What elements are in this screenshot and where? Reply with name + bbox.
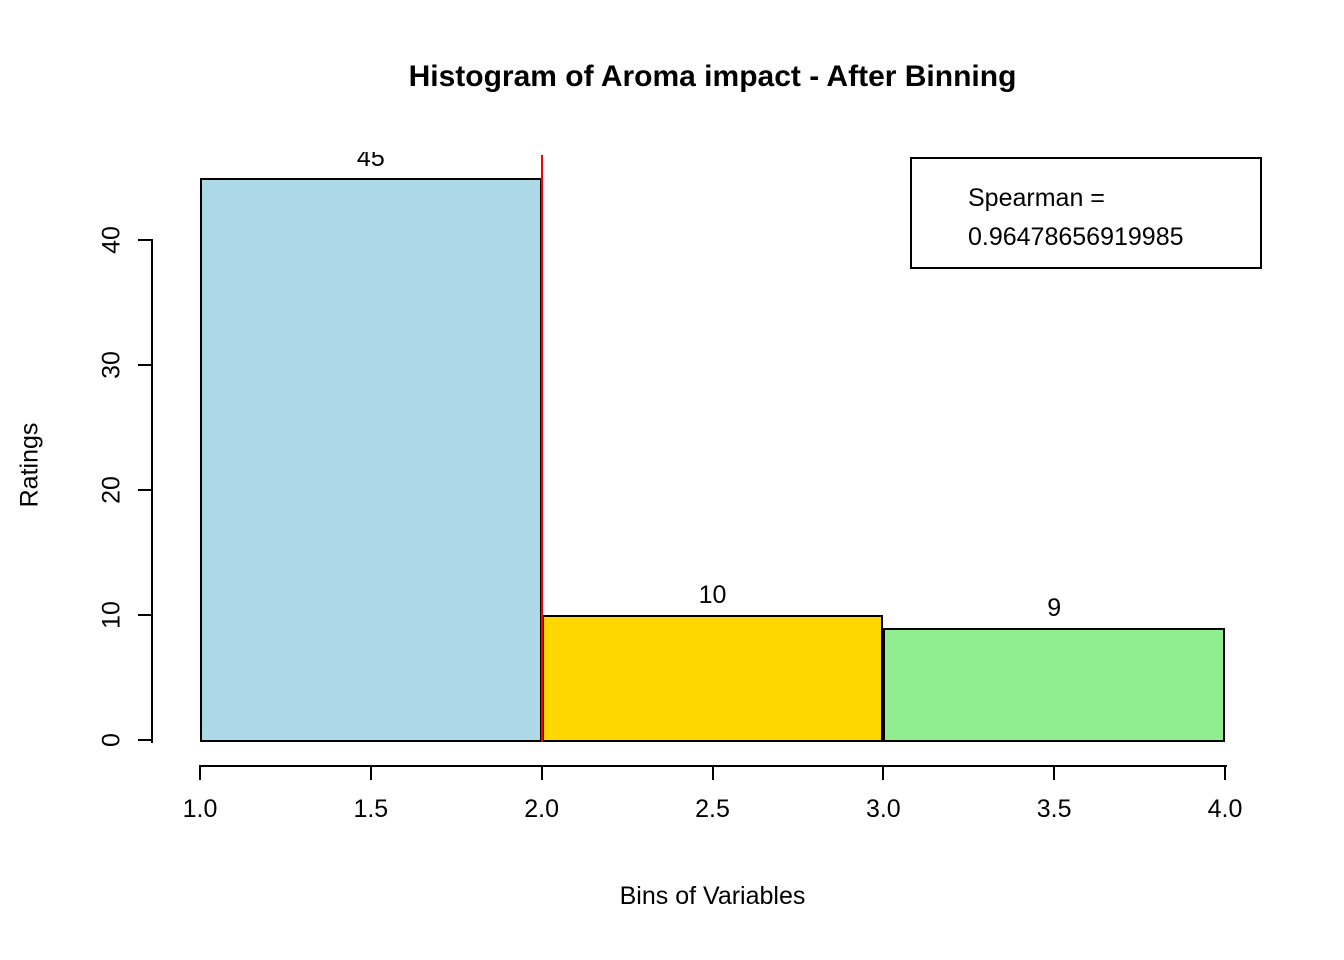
y-axis-tick-10 xyxy=(138,614,152,616)
y-axis-tick-label-0: 0 xyxy=(97,733,126,747)
bar-value-label-3: 9 xyxy=(1047,593,1062,622)
x-axis-tick-1.0 xyxy=(199,766,201,780)
y-axis-tick-label-40: 40 xyxy=(97,226,126,254)
x-axis-tick-1.5 xyxy=(369,766,372,780)
histogram-bar-2 xyxy=(541,615,884,742)
y-axis-tick-40 xyxy=(138,239,152,241)
chart-title: Histogram of Aroma impact - After Binnin… xyxy=(408,60,1017,93)
x-axis-tick-2.0 xyxy=(540,766,543,780)
y-axis-tick-0 xyxy=(138,739,152,741)
legend-line-2: 0.96478656919985 xyxy=(968,223,1184,251)
bar-value-label-1: 45 xyxy=(356,152,385,172)
x-axis-tick-label-1.0: 1.0 xyxy=(182,795,218,823)
y-axis-tick-label-10: 10 xyxy=(97,601,126,629)
x-axis-tick-label-1.5: 1.5 xyxy=(353,795,389,823)
reference-line xyxy=(540,155,543,742)
x-axis-title: Bins of Variables xyxy=(619,882,806,910)
y-axis-title: Ratings xyxy=(15,422,44,508)
x-axis-tick-3.5 xyxy=(1053,766,1056,780)
x-axis-tick-4.0 xyxy=(1224,766,1226,780)
y-axis-tick-20 xyxy=(138,489,152,491)
y-axis-tick-label-30: 30 xyxy=(97,351,126,379)
x-axis-tick-2.5 xyxy=(711,766,714,780)
histogram-bar-1 xyxy=(200,177,542,742)
y-axis-tick-label-20: 20 xyxy=(97,476,126,504)
y-axis-tick-30 xyxy=(138,364,152,366)
legend-line-1: Spearman = xyxy=(968,184,1105,212)
x-axis-tick-label-2.0: 2.0 xyxy=(524,795,560,823)
x-axis-tick-label-3.0: 3.0 xyxy=(865,795,901,823)
legend-box: Spearman = 0.96478656919985 xyxy=(910,157,1262,269)
y-axis-line xyxy=(151,239,153,743)
histogram-bar-3 xyxy=(883,627,1225,742)
x-axis-tick-label-3.5: 3.5 xyxy=(1036,795,1072,823)
x-axis-tick-3.0 xyxy=(882,766,885,780)
x-axis-tick-label-4.0: 4.0 xyxy=(1207,795,1243,823)
x-axis-tick-label-2.5: 2.5 xyxy=(695,795,730,823)
bar-value-label-2: 10 xyxy=(698,581,727,609)
